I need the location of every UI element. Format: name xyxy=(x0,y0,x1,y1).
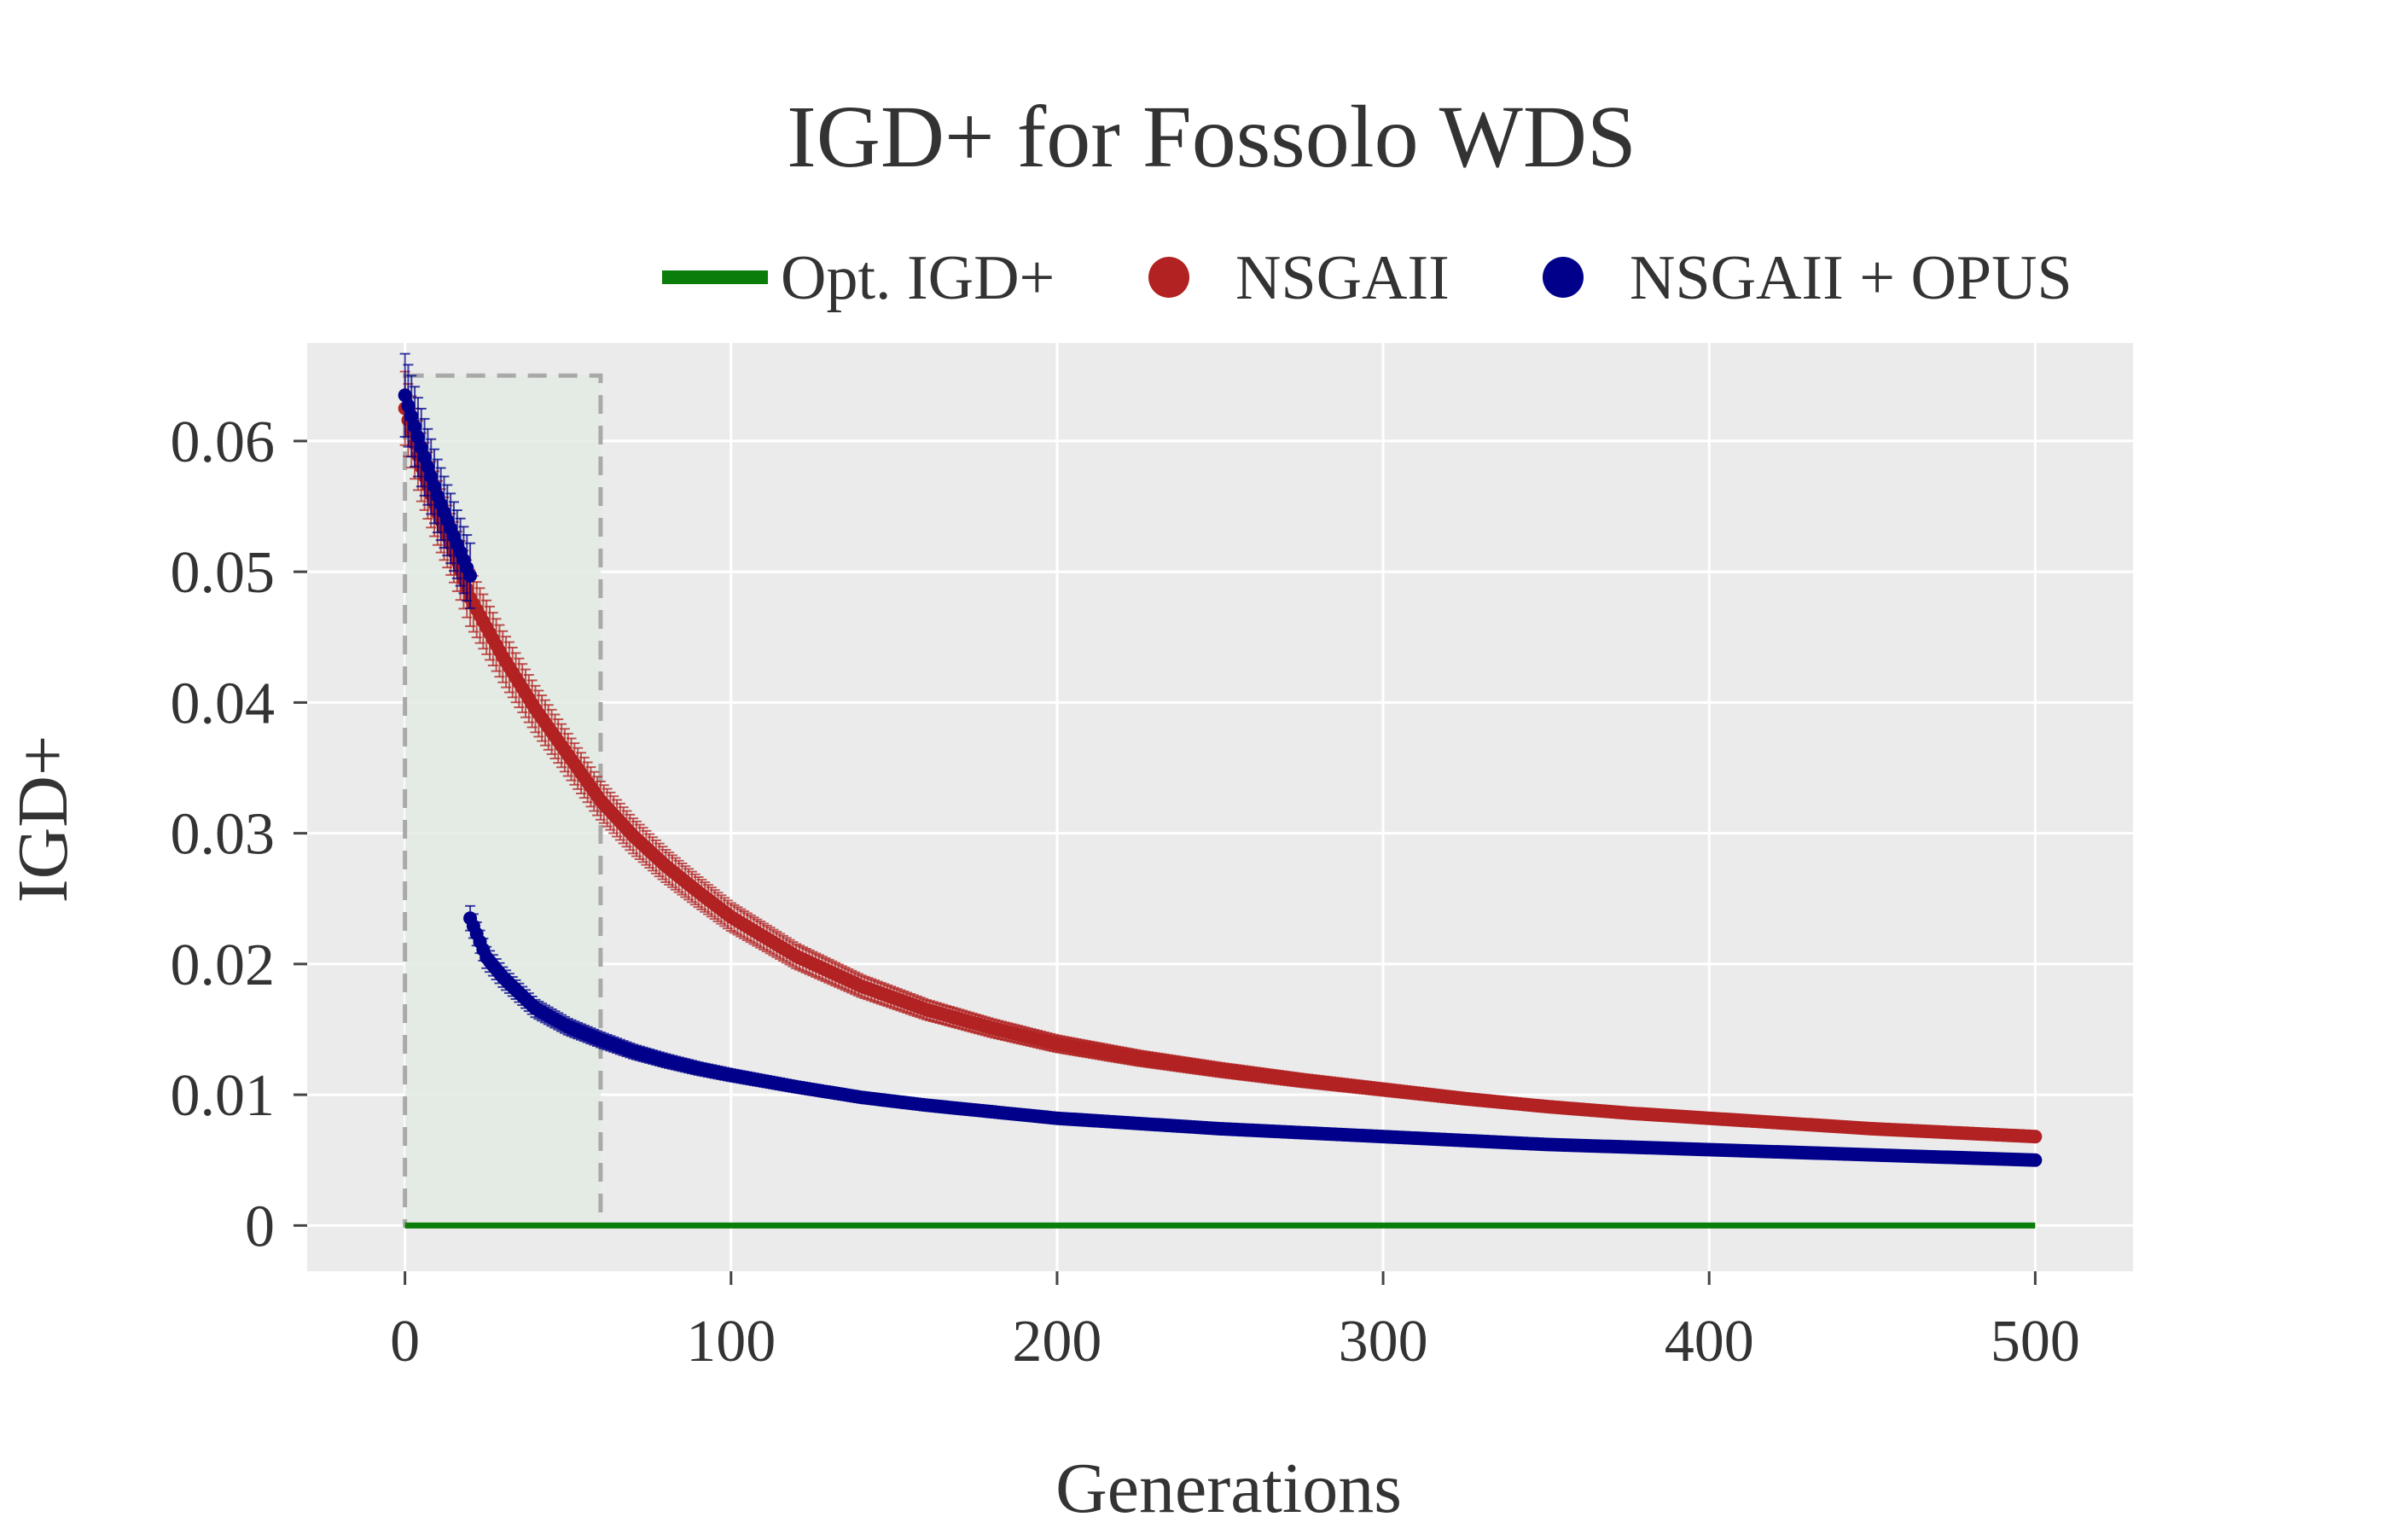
nsgaii-opus-point xyxy=(463,568,478,583)
y-tick-label: 0.02 xyxy=(171,933,276,998)
legend-item: NSGAII + OPUS xyxy=(1543,243,2072,313)
y-tick-label: 0.01 xyxy=(171,1063,276,1129)
x-axis-label: Generations xyxy=(1055,1449,1402,1528)
nsgaii-opus-series xyxy=(398,352,478,609)
x-tick-label: 300 xyxy=(1339,1309,1428,1374)
nsgaii-series xyxy=(398,370,2043,1144)
legend-swatch-dot xyxy=(1543,257,1584,298)
nsgaii-opus-series xyxy=(463,904,2043,1167)
legend-label: Opt. IGD+ xyxy=(781,243,1055,313)
legend-item: Opt. IGD+ xyxy=(662,243,1055,313)
legend-swatch-dot xyxy=(1148,257,1189,298)
legend-label: NSGAII + OPUS xyxy=(1630,243,2072,313)
y-tick-label: 0.04 xyxy=(171,671,276,736)
x-tick-label: 500 xyxy=(1991,1309,2080,1374)
legend-label: NSGAII xyxy=(1235,243,1450,313)
nsgaii-point xyxy=(2028,1130,2043,1144)
x-tick-label: 200 xyxy=(1012,1309,1101,1374)
x-tick-label: 100 xyxy=(686,1309,776,1374)
x-tick-label: 400 xyxy=(1665,1309,1754,1374)
y-tick-label: 0.06 xyxy=(171,410,276,475)
x-tick-label: 0 xyxy=(390,1309,420,1374)
y-tick-label: 0.03 xyxy=(171,802,276,868)
y-tick-label: 0 xyxy=(245,1194,275,1259)
legend-item: NSGAII xyxy=(1148,243,1450,313)
chart-title: IGD+ for Fossolo WDS xyxy=(787,88,1636,186)
y-axis-label: IGD+ xyxy=(3,735,83,904)
nsgaii-opus-point xyxy=(2028,1153,2043,1167)
y-tick-label: 0.05 xyxy=(171,540,276,606)
